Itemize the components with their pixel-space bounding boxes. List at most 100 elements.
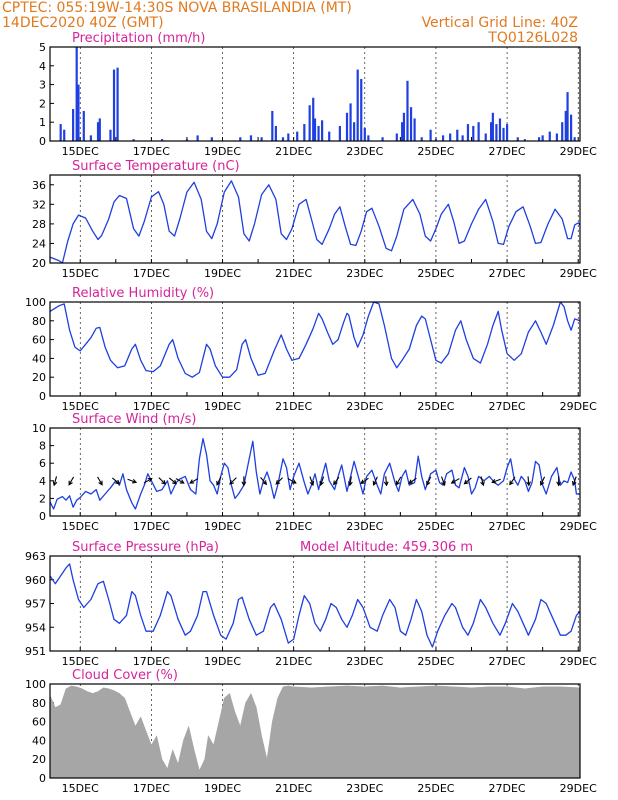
temp-ytick-label: 24	[32, 237, 46, 250]
precip-bar	[502, 127, 505, 141]
cloud-xtick-label: 15DEC	[62, 782, 99, 795]
precip-bar	[441, 135, 445, 141]
panels: Precipitation (mm/h) 0 1 2 3 4 5 15DEC 17DEC 19DE…	[25, 31, 597, 795]
precip-bar	[75, 47, 78, 141]
wind-series-line	[49, 437, 580, 510]
precip-bar	[109, 129, 112, 141]
rh-xtick-label: 17DEC	[133, 400, 170, 413]
precip-bar	[406, 80, 409, 141]
precip-bar	[472, 125, 475, 141]
precip-bar	[570, 114, 573, 141]
rh-ytick-label: 0	[39, 390, 46, 403]
precip-xtick-label: 19DEC	[204, 145, 241, 158]
pressure-title: Surface Pressure (hPa)	[72, 540, 219, 555]
precip-bar	[555, 133, 558, 141]
precip-ytick-label: 0	[39, 135, 46, 148]
cloud-ytick-label: 40	[32, 734, 46, 747]
panel-precip: Precipitation (mm/h) 0 1 2 3 4 5 15DEC 17DEC 19DE…	[39, 31, 597, 158]
pressure-ytick-label: 957	[25, 598, 46, 611]
precip-ytick-label: 5	[39, 41, 46, 54]
precip-bar	[185, 139, 189, 141]
pressure-ytick-label: 951	[25, 645, 46, 658]
precip-ytick-label: 2	[39, 97, 46, 110]
wind-xtick-label: 27DEC	[489, 520, 526, 533]
wind-arrow	[189, 478, 199, 484]
header-date: 14DEC2020 40Z (GMT)	[2, 15, 164, 31]
precip-ytick-label: 3	[39, 79, 46, 92]
precip-bar	[313, 118, 317, 141]
wind-arrow	[556, 476, 562, 487]
precip-bar	[466, 124, 470, 141]
precip-bar	[573, 137, 576, 141]
wind-arrow	[52, 476, 58, 487]
wind-arrow	[450, 478, 460, 484]
rh-ytick-label: 100	[25, 296, 46, 309]
wind-arrow	[360, 477, 369, 485]
rh-ytick-label: 40	[32, 352, 46, 365]
wind-ytick-label: 0	[39, 510, 46, 523]
precip-xtick-label: 27DEC	[489, 145, 526, 158]
rh-frame	[49, 301, 581, 397]
wind-arrow	[509, 476, 516, 486]
rh-xtick-label: 27DEC	[489, 400, 526, 413]
wind-arrow	[333, 476, 340, 486]
pressure-ytick-label: 960	[25, 574, 46, 587]
cloud-xtick-label: 23DEC	[346, 782, 383, 795]
wind-xtick-label: 29DEC	[560, 520, 597, 533]
wind-ytick-label: 4	[39, 475, 46, 488]
precip-bar	[489, 122, 493, 141]
rh-xtick-label: 25DEC	[417, 400, 454, 413]
wind-arrow	[68, 476, 75, 486]
precip-xtick-label: 21DEC	[275, 145, 312, 158]
precip-title: Precipitation (mm/h)	[72, 31, 205, 46]
rh-series-line	[49, 301, 581, 378]
wind-arrow	[440, 476, 446, 487]
temp-ytick-label: 20	[32, 257, 46, 270]
precip-xtick-label: 15DEC	[62, 145, 99, 158]
precip-bar	[349, 103, 352, 141]
pressure-subtitle: Model Altitude: 459.306 m	[300, 540, 473, 555]
precip-bar	[360, 78, 363, 141]
precip-bar	[116, 67, 119, 141]
cloud-xtick-label: 29DEC	[560, 782, 597, 795]
precip-bar	[523, 139, 526, 141]
temp-title: Surface Temperature (nC)	[72, 159, 240, 174]
wind-ytick-label: 8	[39, 440, 46, 453]
wind-arrow	[571, 476, 577, 487]
precip-bar	[367, 135, 370, 141]
precip-bar	[449, 133, 452, 141]
cloud-area	[49, 685, 581, 779]
precip-bar	[77, 84, 80, 141]
precip-frame	[49, 46, 581, 142]
panel-temp: Surface Temperature (nC) 20 24 28 32 36 15DEC 1…	[32, 159, 597, 280]
temp-xtick-label: 23DEC	[346, 267, 383, 280]
temp-ytick-label: 28	[32, 218, 46, 231]
wind-xtick-label: 19DEC	[204, 520, 241, 533]
wind-arrow	[241, 476, 247, 487]
wind-arrow	[395, 476, 402, 486]
precip-bar	[401, 122, 404, 141]
precip-bar	[461, 135, 464, 141]
precip-bar	[541, 135, 544, 141]
precip-bar	[561, 122, 564, 141]
pressure-xtick-label: 17DEC	[133, 655, 170, 668]
temp-ytick-label: 36	[32, 179, 46, 192]
wind-ytick-label: 2	[39, 492, 46, 505]
rh-ytick-label: 20	[32, 371, 46, 384]
precip-bar	[132, 139, 135, 141]
wind-arrow	[158, 477, 167, 485]
precip-bar	[566, 92, 569, 141]
precip-ytick-label: 4	[39, 60, 46, 73]
precip-bar	[395, 133, 398, 141]
precip-xtick-label: 29DEC	[560, 145, 597, 158]
header-grid-line: Vertical Grid Line: 40Z	[422, 15, 578, 31]
cloud-xtick-label: 27DEC	[489, 782, 526, 795]
rh-xtick-label: 23DEC	[346, 400, 383, 413]
wind-frame	[49, 427, 581, 517]
cloud-xtick-label: 25DEC	[417, 782, 454, 795]
wind-xtick-label: 17DEC	[133, 520, 170, 533]
cloud-ytick-label: 60	[32, 716, 46, 729]
precip-bar	[321, 120, 324, 141]
precip-bar	[239, 137, 242, 141]
